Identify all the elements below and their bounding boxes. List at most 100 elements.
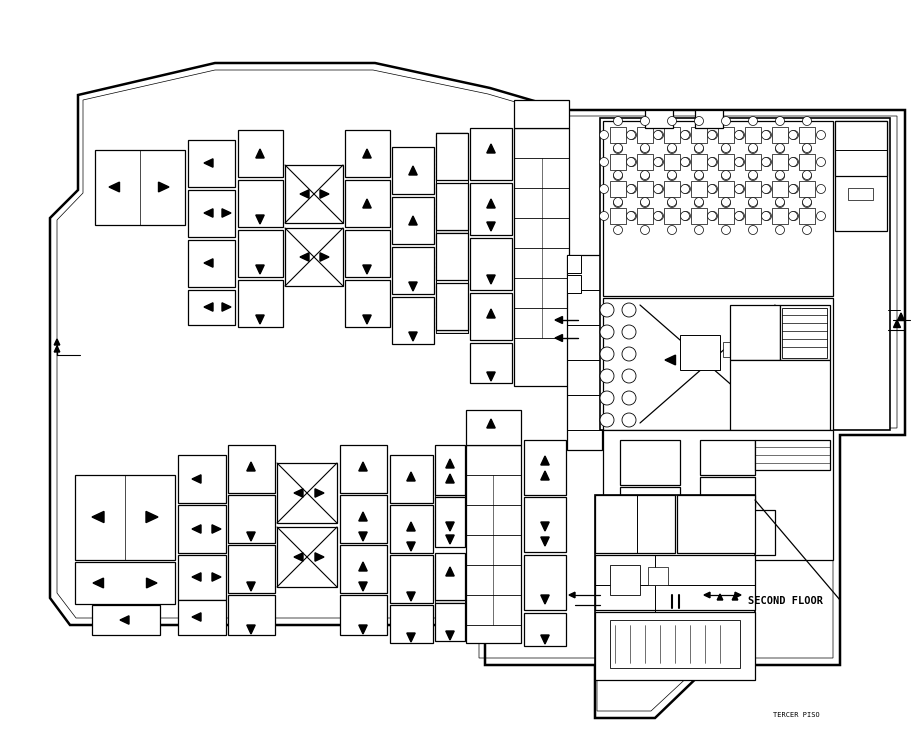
Bar [436, 183, 468, 230]
Polygon shape [256, 265, 264, 274]
Circle shape [613, 199, 623, 207]
Polygon shape [256, 215, 264, 224]
Polygon shape [212, 573, 221, 581]
Circle shape [776, 171, 785, 181]
Polygon shape [541, 471, 549, 480]
Circle shape [600, 325, 614, 339]
Polygon shape [446, 474, 454, 483]
Circle shape [622, 303, 636, 317]
Circle shape [668, 171, 677, 181]
Circle shape [680, 158, 690, 167]
Polygon shape [359, 462, 367, 471]
Polygon shape [541, 635, 549, 644]
Polygon shape [359, 512, 367, 521]
Polygon shape [315, 489, 324, 497]
Bar [188, 290, 235, 325]
Bar [799, 154, 815, 170]
Circle shape [748, 199, 757, 207]
Circle shape [694, 170, 703, 179]
Bar [75, 562, 175, 604]
Circle shape [776, 199, 785, 207]
Bar [595, 612, 755, 680]
Bar [228, 545, 275, 593]
Polygon shape [409, 166, 417, 175]
Circle shape [761, 211, 770, 221]
Bar [745, 127, 761, 143]
Bar [470, 293, 512, 340]
Bar [345, 280, 390, 327]
Circle shape [694, 144, 703, 153]
Bar [567, 255, 602, 450]
Polygon shape [256, 149, 264, 158]
Circle shape [763, 211, 771, 221]
Bar [436, 243, 468, 333]
Bar [718, 181, 734, 197]
Polygon shape [320, 253, 329, 261]
Polygon shape [541, 537, 549, 546]
Circle shape [668, 170, 677, 179]
Circle shape [640, 170, 649, 179]
Circle shape [680, 185, 690, 193]
Bar [664, 154, 680, 170]
Bar [799, 181, 815, 197]
Polygon shape [159, 182, 169, 192]
Polygon shape [487, 309, 495, 318]
Bar [700, 440, 755, 475]
Circle shape [708, 130, 716, 139]
Bar [436, 233, 468, 280]
Circle shape [600, 391, 614, 405]
Bar [745, 181, 761, 197]
Bar [75, 475, 175, 560]
Circle shape [776, 144, 785, 153]
Circle shape [761, 130, 770, 139]
Bar [680, 335, 720, 370]
Bar [92, 605, 160, 635]
Circle shape [722, 171, 731, 181]
Bar [637, 208, 653, 224]
Circle shape [668, 144, 677, 153]
Circle shape [655, 130, 664, 139]
Circle shape [722, 199, 731, 207]
Circle shape [802, 116, 812, 125]
Circle shape [694, 116, 703, 125]
Circle shape [627, 158, 636, 167]
Circle shape [802, 199, 812, 207]
Polygon shape [192, 525, 201, 534]
Polygon shape [192, 475, 201, 483]
Circle shape [681, 130, 691, 139]
Circle shape [802, 225, 812, 234]
Polygon shape [363, 199, 371, 208]
Circle shape [748, 171, 757, 181]
Circle shape [600, 158, 609, 167]
Circle shape [735, 185, 745, 193]
Polygon shape [204, 303, 213, 311]
Polygon shape [735, 592, 741, 598]
Circle shape [816, 185, 825, 193]
Polygon shape [256, 315, 264, 324]
Polygon shape [147, 578, 157, 588]
Circle shape [640, 199, 649, 207]
Bar [340, 445, 387, 493]
Circle shape [680, 130, 690, 139]
Bar [238, 230, 283, 277]
Bar [848, 188, 873, 200]
Circle shape [802, 144, 812, 153]
Bar [645, 110, 673, 128]
Bar [799, 127, 815, 143]
Bar [340, 545, 387, 593]
Circle shape [600, 303, 614, 317]
Circle shape [789, 211, 798, 221]
Polygon shape [359, 582, 367, 591]
Circle shape [681, 185, 691, 193]
Polygon shape [359, 532, 367, 541]
Bar [720, 510, 775, 555]
Bar [436, 283, 468, 330]
Bar [610, 154, 626, 170]
Polygon shape [487, 199, 495, 208]
Polygon shape [487, 372, 495, 381]
Bar [345, 230, 390, 277]
Circle shape [735, 158, 745, 167]
Polygon shape [247, 462, 255, 471]
Bar [340, 495, 387, 543]
Bar [392, 197, 434, 244]
